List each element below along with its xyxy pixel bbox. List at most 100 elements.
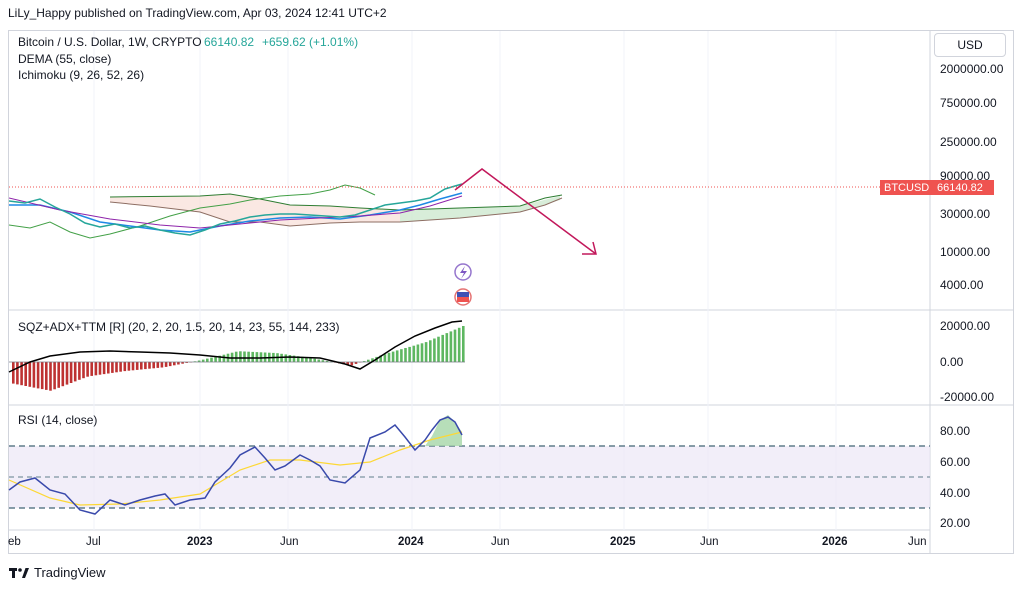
rsi-tick: 40.00 bbox=[940, 486, 970, 500]
rsi-tick: 60.00 bbox=[940, 455, 970, 469]
squeeze-bar bbox=[321, 360, 325, 362]
squeeze-bar bbox=[296, 356, 300, 362]
projection-arrowhead bbox=[582, 241, 597, 255]
squeeze-bar bbox=[12, 362, 15, 384]
footer-brand[interactable]: TradingView bbox=[9, 565, 106, 580]
squeeze-bar bbox=[234, 351, 238, 362]
squeeze-bar bbox=[73, 362, 77, 382]
price-series-line bbox=[9, 183, 463, 236]
squeeze-bar bbox=[206, 358, 209, 362]
rsi-legend: RSI (14, close) bbox=[18, 413, 97, 427]
rsi-tick: 20.00 bbox=[940, 516, 970, 530]
squeeze-bar bbox=[284, 354, 288, 362]
squeeze-bar bbox=[24, 362, 27, 386]
squeeze-bar bbox=[404, 348, 407, 362]
price-tick: 10000.00 bbox=[940, 245, 990, 259]
ichimoku-span-b bbox=[109, 197, 563, 227]
flag-icon[interactable] bbox=[454, 288, 472, 306]
squeeze-bar bbox=[305, 357, 308, 362]
time-tick: 2023 bbox=[187, 536, 213, 548]
sqz-tick: -20000.00 bbox=[940, 390, 994, 404]
price-tick: 30000.00 bbox=[940, 207, 990, 221]
squeeze-bar bbox=[350, 362, 354, 366]
squeeze-bar bbox=[400, 349, 403, 362]
legend-symbol: Bitcoin / U.S. Dollar, 1W, CRYPTO bbox=[18, 35, 202, 49]
squeeze-bar bbox=[462, 326, 465, 362]
squeeze-histogram[interactable] bbox=[12, 326, 465, 391]
squeeze-bar bbox=[354, 362, 358, 364]
sqz-legend: SQZ+ADX+TTM [R] (20, 2, 20, 1.5, 20, 14,… bbox=[18, 320, 340, 334]
squeeze-bar bbox=[292, 355, 296, 362]
squeeze-bar bbox=[90, 362, 93, 376]
squeeze-bar bbox=[416, 344, 420, 362]
squeeze-bar bbox=[247, 351, 250, 362]
squeeze-bar bbox=[82, 362, 85, 379]
symbol-tag-text: BTCUSD bbox=[884, 182, 929, 194]
ichimoku-lagging-span bbox=[9, 184, 376, 239]
published-caption: LiLy_Happy published on TradingView.com,… bbox=[8, 6, 387, 20]
squeeze-bar bbox=[433, 338, 436, 362]
price-axis[interactable]: 2000000.00 750000.00 250000.00 90000.00 … bbox=[940, 62, 1004, 292]
squeeze-bar bbox=[391, 351, 395, 362]
squeeze-bar bbox=[119, 362, 122, 372]
time-tick: eb bbox=[8, 536, 21, 548]
legend-ichimoku: Ichimoku (9, 26, 52, 26) bbox=[18, 68, 144, 82]
squeeze-bar bbox=[107, 362, 110, 374]
squeeze-bar bbox=[123, 362, 127, 372]
squeeze-bar bbox=[243, 351, 246, 362]
squeeze-bar bbox=[346, 362, 349, 365]
time-tick: 2024 bbox=[398, 536, 424, 548]
squeeze-bar bbox=[395, 350, 399, 362]
squeeze-bar bbox=[251, 351, 254, 362]
squeeze-bar bbox=[313, 358, 316, 362]
time-tick: Jun bbox=[908, 536, 927, 548]
squeeze-bar bbox=[362, 361, 366, 362]
legend-price: 66140.82 bbox=[204, 35, 254, 49]
sqz-axis[interactable]: 20000.00 0.00 -20000.00 bbox=[940, 319, 994, 404]
squeeze-bar bbox=[437, 336, 440, 362]
squeeze-bar bbox=[309, 358, 312, 362]
squeeze-bar bbox=[135, 362, 139, 370]
price-pane[interactable] bbox=[9, 168, 930, 255]
dema-line bbox=[9, 192, 463, 233]
price-tick: 90000.00 bbox=[940, 169, 990, 183]
squeeze-bar bbox=[210, 357, 213, 362]
squeeze-bar bbox=[371, 358, 374, 362]
price-tick: 750000.00 bbox=[940, 96, 997, 110]
squeeze-bar bbox=[412, 345, 416, 362]
ichimoku-cloud-green bbox=[400, 196, 560, 222]
rsi-axis[interactable]: 80.00 60.00 40.00 20.00 bbox=[940, 424, 970, 530]
symbol-tag bbox=[880, 180, 932, 195]
adx-line bbox=[8, 320, 463, 373]
squeeze-bar bbox=[214, 356, 217, 362]
footer-brand-label: TradingView bbox=[34, 565, 106, 580]
currency-button[interactable]: USD bbox=[934, 33, 1006, 57]
time-tick: 2026 bbox=[822, 536, 848, 548]
squeeze-bar bbox=[36, 362, 40, 389]
time-tick: 2025 bbox=[610, 536, 636, 548]
squeeze-bar bbox=[164, 362, 168, 367]
squeeze-bar bbox=[61, 362, 65, 387]
squeeze-bar bbox=[28, 362, 32, 387]
price-tick: 250000.00 bbox=[940, 135, 997, 149]
squeeze-bar bbox=[317, 359, 321, 362]
squeeze-bar bbox=[379, 355, 382, 362]
time-axis[interactable]: eb Jul 2023 Jun 2024 Jun 2025 Jun 2026 J… bbox=[8, 536, 927, 548]
squeeze-bar bbox=[156, 362, 160, 368]
squeeze-bar bbox=[94, 362, 98, 376]
squeeze-bar bbox=[424, 342, 428, 362]
rsi-line bbox=[8, 416, 463, 515]
rsi-tick: 80.00 bbox=[940, 424, 970, 438]
squeeze-bar bbox=[140, 362, 143, 370]
lightning-icon[interactable] bbox=[454, 263, 472, 281]
price-tick: 4000.00 bbox=[940, 278, 984, 292]
squeeze-bar bbox=[457, 327, 461, 362]
squeeze-bar bbox=[20, 362, 23, 386]
squeeze-bar bbox=[301, 356, 304, 362]
squeeze-bar bbox=[185, 362, 188, 363]
squeeze-bar bbox=[102, 362, 106, 375]
squeeze-bar bbox=[173, 362, 176, 366]
squeeze-bar bbox=[127, 362, 131, 371]
projection-arrow[interactable] bbox=[454, 168, 597, 255]
